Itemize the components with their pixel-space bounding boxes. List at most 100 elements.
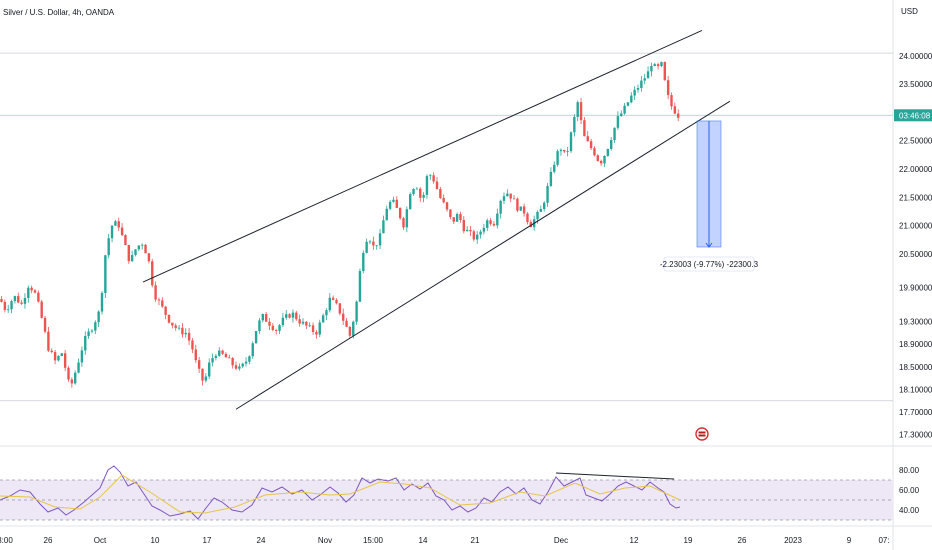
candle-body[interactable] [191, 340, 194, 350]
candle-body[interactable] [640, 80, 643, 88]
candle-body[interactable] [3, 301, 7, 310]
candle-body[interactable] [398, 207, 402, 219]
candle-body[interactable] [84, 336, 87, 351]
candle-body[interactable] [94, 322, 97, 331]
candle-body[interactable] [583, 120, 586, 137]
candle-body[interactable] [254, 331, 258, 344]
candle-body[interactable] [127, 245, 130, 262]
candle-body[interactable] [412, 188, 415, 195]
candle-body[interactable] [522, 206, 526, 214]
candle-body[interactable] [392, 199, 395, 202]
candle-body[interactable] [579, 102, 583, 121]
candle-body[interactable] [559, 149, 563, 152]
candle-body[interactable] [432, 175, 435, 182]
candle-body[interactable] [603, 155, 606, 164]
candle-body[interactable] [415, 188, 419, 190]
candle-body[interactable] [331, 297, 335, 300]
candle-body[interactable] [164, 306, 167, 315]
candle-body[interactable] [288, 314, 291, 318]
candle-body[interactable] [17, 296, 20, 303]
candle-body[interactable] [388, 201, 392, 209]
candle-body[interactable] [345, 320, 348, 327]
candle-body[interactable] [144, 244, 147, 254]
candle-body[interactable] [563, 149, 566, 152]
candle-body[interactable] [519, 206, 522, 211]
candle-body[interactable] [251, 343, 254, 357]
candle-body[interactable] [576, 102, 579, 117]
candle-body[interactable] [87, 331, 90, 337]
candle-body[interactable] [435, 181, 439, 190]
candle-body[interactable] [107, 238, 110, 256]
candle-body[interactable] [442, 197, 445, 203]
candle-body[interactable] [268, 321, 271, 326]
candle-body[interactable] [308, 325, 311, 327]
candle-body[interactable] [338, 303, 342, 314]
candle-body[interactable] [67, 367, 70, 380]
candle-body[interactable] [385, 208, 388, 221]
candle-body[interactable] [114, 221, 117, 226]
candle-body[interactable] [543, 202, 546, 210]
candle-body[interactable] [171, 322, 174, 326]
candle-body[interactable] [656, 64, 660, 67]
candle-body[interactable] [405, 209, 409, 228]
candle-body[interactable] [633, 89, 636, 96]
candle-body[interactable] [610, 140, 613, 149]
candle-body[interactable] [402, 218, 405, 228]
candle-body[interactable] [40, 301, 43, 318]
candle-body[interactable] [536, 211, 539, 220]
candle-body[interactable] [465, 229, 469, 232]
candle-body[interactable] [512, 198, 516, 200]
candle-body[interactable] [50, 350, 53, 353]
candle-body[interactable] [104, 255, 107, 293]
candle-body[interactable] [63, 353, 67, 368]
candle-body[interactable] [419, 188, 422, 198]
candle-body[interactable] [462, 220, 465, 232]
candle-body[interactable] [10, 301, 13, 310]
candle-body[interactable] [77, 362, 80, 373]
candle-body[interactable] [482, 227, 486, 232]
candle-body[interactable] [167, 314, 171, 323]
candle-body[interactable] [130, 254, 134, 262]
candle-body[interactable] [556, 151, 559, 165]
candle-body[interactable] [613, 127, 616, 141]
candle-body[interactable] [358, 271, 362, 302]
candle-body[interactable] [673, 106, 677, 114]
candle-body[interactable] [187, 332, 191, 341]
candle-body[interactable] [134, 249, 137, 255]
candle-body[interactable] [278, 325, 281, 331]
candle-body[interactable] [489, 220, 492, 224]
candle-body[interactable] [305, 321, 308, 326]
candle-body[interactable] [439, 189, 442, 198]
rsi-divergence-trendline[interactable] [555, 472, 675, 480]
candle-body[interactable] [516, 198, 519, 211]
candle-body[interactable] [348, 326, 352, 336]
candle-body[interactable] [549, 171, 553, 186]
candle-body[interactable] [0, 299, 3, 302]
candle-body[interactable] [569, 132, 573, 152]
candle-body[interactable] [422, 194, 425, 198]
candle-body[interactable] [261, 314, 264, 321]
candle-body[interactable] [328, 297, 331, 311]
candle-body[interactable] [616, 116, 620, 128]
candle-body[interactable] [429, 175, 432, 177]
candle-body[interactable] [315, 331, 318, 335]
candle-body[interactable] [539, 209, 543, 212]
candle-body[interactable] [321, 315, 325, 323]
candle-body[interactable] [553, 164, 556, 172]
candle-body[interactable] [80, 350, 84, 363]
candle-body[interactable] [335, 299, 338, 304]
candle-body[interactable] [137, 245, 141, 250]
candle-body[interactable] [211, 357, 214, 363]
candle-body[interactable] [258, 320, 261, 332]
rsi-line[interactable] [0, 465, 681, 520]
candle-body[interactable] [546, 185, 549, 203]
candle-body[interactable] [318, 322, 321, 335]
candle-body[interactable] [509, 193, 512, 199]
candle-body[interactable] [275, 329, 278, 331]
candle-body[interactable] [74, 372, 77, 384]
candle-body[interactable] [204, 376, 208, 381]
candle-body[interactable] [298, 319, 301, 324]
candle-body[interactable] [589, 141, 593, 149]
candle-body[interactable] [620, 113, 623, 117]
candle-body[interactable] [147, 253, 151, 262]
